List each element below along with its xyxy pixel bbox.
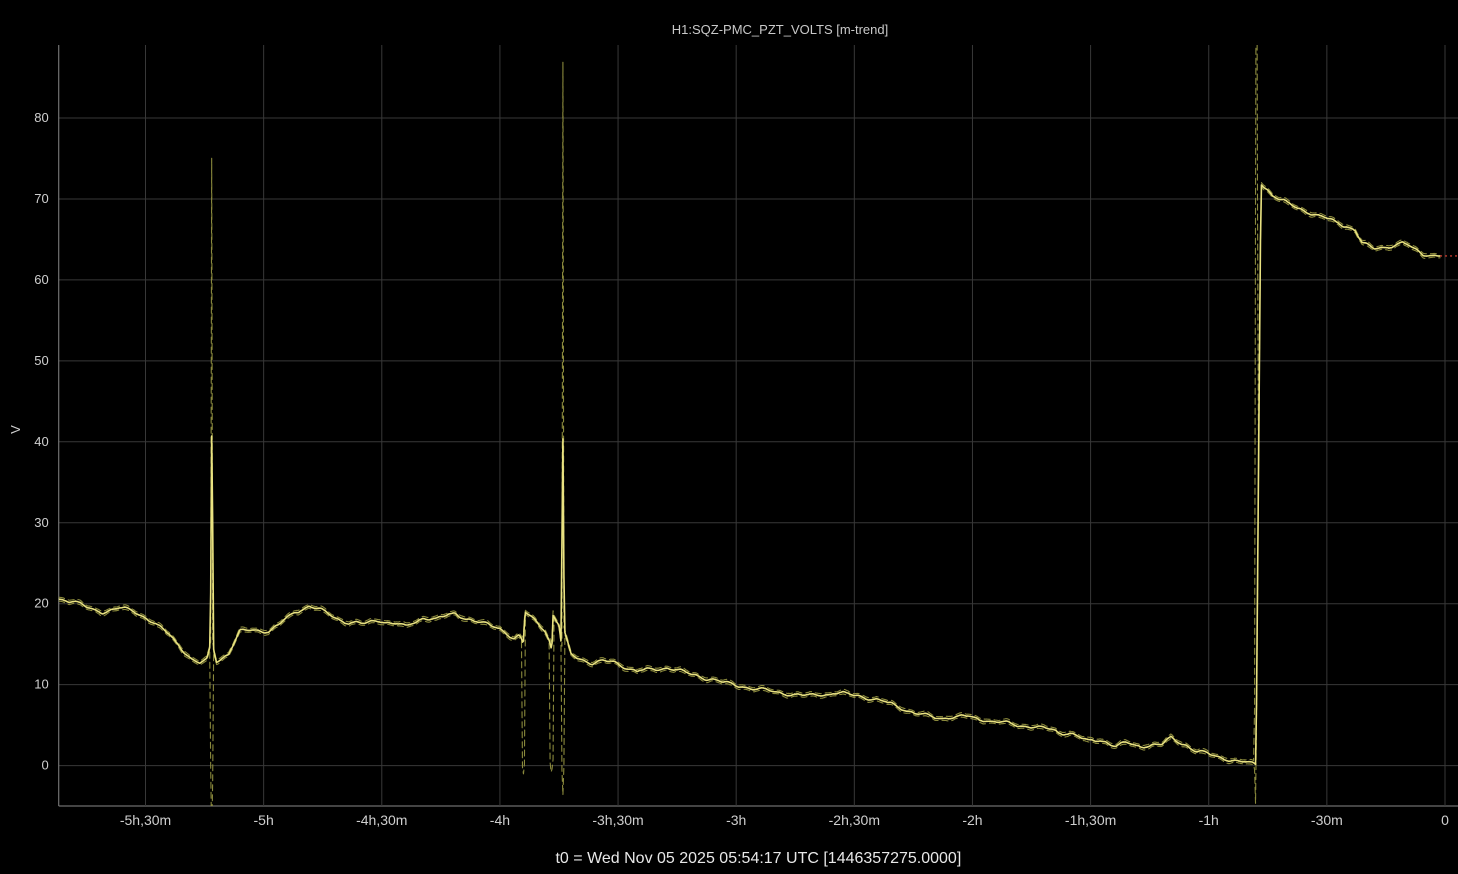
svg-text:30: 30	[34, 515, 48, 530]
svg-text:40: 40	[34, 434, 48, 449]
svg-text:-2h,30m: -2h,30m	[829, 812, 880, 828]
svg-text:20: 20	[34, 596, 48, 611]
svg-text:V: V	[8, 425, 23, 434]
svg-text:-1h,30m: -1h,30m	[1065, 812, 1116, 828]
svg-text:-30m: -30m	[1311, 812, 1343, 828]
svg-text:-1h: -1h	[1199, 812, 1219, 828]
svg-text:80: 80	[34, 110, 48, 125]
svg-text:0: 0	[1441, 812, 1449, 828]
svg-text:-2h: -2h	[962, 812, 982, 828]
svg-text:50: 50	[34, 353, 48, 368]
svg-text:10: 10	[34, 677, 48, 692]
svg-text:-4h,30m: -4h,30m	[356, 812, 407, 828]
svg-text:-3h,30m: -3h,30m	[592, 812, 643, 828]
svg-text:0: 0	[42, 758, 49, 773]
svg-text:60: 60	[34, 272, 48, 287]
svg-text:-4h: -4h	[490, 812, 510, 828]
svg-text:70: 70	[34, 191, 48, 206]
svg-text:-3h: -3h	[726, 812, 746, 828]
svg-text:-5h,30m: -5h,30m	[120, 812, 171, 828]
svg-text:-5h: -5h	[254, 812, 274, 828]
